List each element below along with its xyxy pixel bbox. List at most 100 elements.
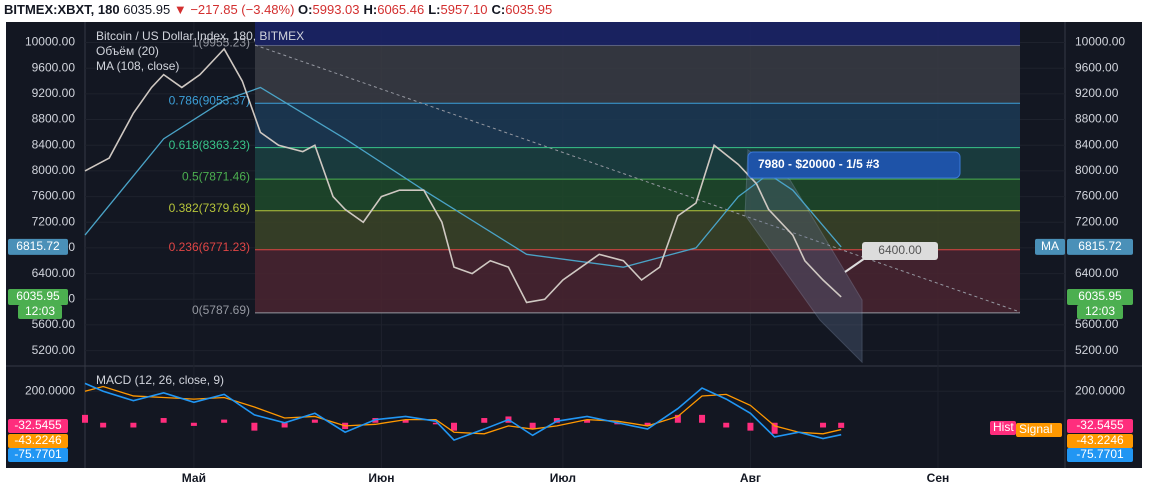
x-tick-label: Июн (368, 471, 394, 485)
ma-name-bg (1035, 238, 1065, 255)
macd-value-left: -32.5455 (14, 418, 62, 432)
macd-value-left-bg (8, 434, 68, 448)
y-tick-label-right: 8000.00 (1075, 163, 1119, 177)
hist-bar (723, 422, 730, 428)
callout-bg (747, 151, 961, 179)
y-tick-label-right: 10000.00 (1075, 35, 1125, 49)
last-price-right: 6035.95 (1078, 289, 1122, 303)
ma-price-right: 6815.72 (1078, 239, 1122, 253)
y-tick-label: 8400.00 (32, 137, 76, 151)
macd-value-right: -32.5455 (1076, 418, 1124, 432)
x-tick-label: Май (182, 471, 206, 485)
time-right: 12:03 (1085, 304, 1115, 318)
hist-bar (221, 419, 228, 423)
y-tick-label: 200.0000 (25, 383, 75, 397)
panel-bg (6, 22, 1142, 468)
fib-top (255, 22, 1020, 46)
hist-bar (644, 422, 651, 426)
macd-value-right: -43.2246 (1076, 433, 1124, 447)
x-tick-label: Сен (927, 471, 950, 485)
fib-label: 0.618(8363.23) (169, 138, 250, 152)
hist-bar (251, 422, 258, 431)
macd-value-right-bg (1067, 448, 1133, 462)
hist-bar (281, 422, 288, 428)
time-right-bg (1077, 304, 1123, 319)
hist-bar (553, 418, 560, 423)
series-line (84, 385, 842, 435)
last-price-left-bg (8, 288, 68, 305)
frame (0, 20, 1150, 493)
ma-name: MA (1041, 239, 1059, 253)
channel (744, 149, 863, 364)
hist-bar (614, 422, 621, 425)
hist-bar (402, 419, 409, 423)
series-line (84, 382, 842, 442)
hist-bar (699, 414, 706, 423)
y-tick-label: 8000.00 (32, 163, 76, 177)
last-price-left: 6035.95 (16, 289, 60, 303)
hist-bar (481, 418, 488, 423)
fib-band (255, 103, 1020, 148)
fib-label: 0.5(7871.46) (182, 169, 250, 183)
y-tick-label-right: 5200.00 (1075, 343, 1119, 357)
fib-band (255, 147, 1020, 180)
macd-value-left: -43.2246 (14, 433, 62, 447)
y-tick-label-right: 5600.00 (1075, 317, 1119, 331)
ohlc-key: C: (491, 2, 506, 17)
hist-bar (674, 414, 681, 423)
fib-band (255, 210, 1020, 250)
macd-title: MACD (12, 26, close, 9) (96, 373, 224, 387)
y-tick-label-right: 7600.00 (1075, 189, 1119, 203)
fib-label: 0.786(9053.37) (169, 93, 250, 107)
hist-bar (747, 422, 754, 431)
time-left: 12:03 (25, 304, 55, 318)
ma-price-left-bg (8, 238, 68, 255)
hist-bar (505, 416, 512, 423)
hist-bar (372, 418, 379, 423)
y-tick-label: 9600.00 (32, 60, 76, 74)
chart-title: Bitcoin / US Dollar Index, 180, BITMEX (96, 29, 304, 43)
y-tick-label: 6800.00 (32, 240, 76, 254)
y-tick-label-right: 8400.00 (1075, 137, 1119, 151)
ohlc: O:5993.03 H:6065.46 L:5957.10 C:6035.95 (298, 2, 556, 17)
header: BITMEX:XBXT, 180 6035.95 ▼ −217.85 (−3.4… (4, 2, 556, 17)
symbol: BITMEX:XBXT, 180 (4, 2, 120, 17)
macd-value-right-bg (1067, 434, 1133, 448)
hist-bar (100, 422, 107, 428)
down-arrow: ▼ (173, 2, 187, 17)
y-tick-label: 5600.00 (32, 317, 76, 331)
y-tick-label-right: 9600.00 (1075, 60, 1119, 74)
y-tick-label: 6000.00 (32, 291, 76, 305)
hist-bar (82, 414, 88, 423)
hist-name: Hist (993, 420, 1014, 434)
last-price-right-bg (1067, 288, 1133, 305)
price-tag: 6400.00 (878, 243, 922, 257)
time-left-bg (18, 304, 62, 319)
ma-price-right-bg (1067, 238, 1133, 255)
y-tick-label: 9200.00 (32, 86, 76, 100)
ohlc-value: 5993.03 (312, 2, 360, 17)
hist-bar (820, 422, 827, 428)
hist-bar (311, 419, 318, 423)
y-tick-label: 10000.00 (25, 35, 75, 49)
hist-bar (838, 422, 845, 428)
x-tick-label: Июл (550, 471, 576, 485)
macd-value-left: -75.7701 (14, 447, 62, 461)
hist-bar (529, 422, 536, 430)
price-tag-bg (862, 242, 938, 260)
hist-bar (160, 418, 167, 423)
hist-bar (771, 422, 778, 434)
fib-label: 0(5787.69) (192, 303, 250, 317)
fib-band (255, 179, 1020, 211)
fib-label: 1(9955.23) (192, 36, 250, 50)
hist-name-bg (990, 421, 1016, 435)
hist-bar (342, 422, 349, 430)
y-tick-label: 5200.00 (32, 343, 76, 357)
ohlc-value: 6035.95 (505, 2, 553, 17)
ohlc-key: H: (363, 2, 378, 17)
callout-pointer (844, 255, 869, 273)
macd-value-right-bg (1067, 419, 1133, 433)
hist-bar (451, 422, 458, 431)
hist-bar (190, 422, 197, 426)
